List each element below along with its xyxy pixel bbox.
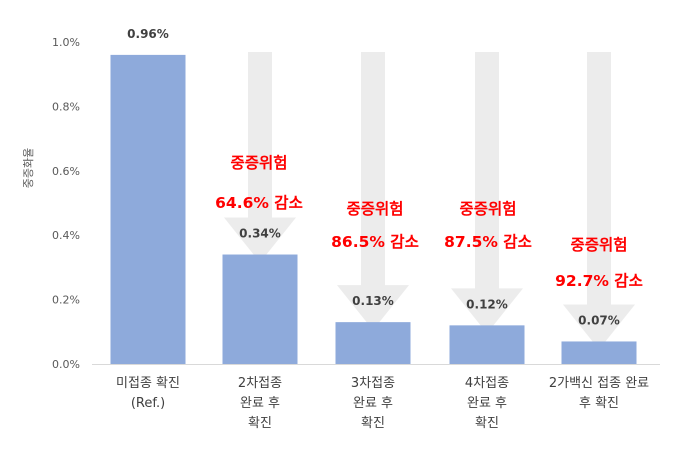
y-tick-label: 0.6% bbox=[52, 165, 80, 178]
bar bbox=[561, 341, 637, 364]
bar bbox=[335, 322, 411, 364]
category-label: 3차접종 bbox=[351, 376, 395, 391]
bars bbox=[110, 54, 637, 364]
value-labels: 0.96% 0.34% 0.13% 0.12% 0.07% bbox=[127, 27, 620, 328]
y-axis-label: 중증화율 bbox=[22, 148, 35, 188]
reduction-annotation: 64.6% 감소 bbox=[215, 193, 303, 212]
category-label: 후 확진 bbox=[579, 396, 619, 411]
bar bbox=[110, 54, 186, 364]
reduction-arrow bbox=[337, 52, 409, 331]
value-label: 0.13% bbox=[352, 294, 394, 308]
reduction-arrow bbox=[224, 52, 296, 263]
y-tick-label: 0.8% bbox=[52, 100, 80, 113]
reduction-arrow bbox=[451, 52, 523, 334]
value-label: 0.12% bbox=[466, 297, 508, 311]
reduction-arrow bbox=[563, 52, 635, 350]
y-tick-label: 0.4% bbox=[52, 229, 80, 242]
category-label: 2가백신 접종 완료 bbox=[549, 376, 649, 391]
category-label: 4차접종 bbox=[465, 376, 509, 391]
y-tick-label: 0.0% bbox=[52, 358, 80, 371]
category-label: 확진 bbox=[475, 416, 499, 431]
y-tick-label: 1.0% bbox=[52, 36, 80, 49]
reduction-arrows bbox=[224, 52, 635, 350]
reduction-annotation: 중증위험 bbox=[230, 154, 287, 172]
category-label: 확진 bbox=[361, 416, 385, 431]
value-label: 0.34% bbox=[239, 227, 281, 241]
reduction-annotation: 92.7% 감소 bbox=[555, 271, 643, 290]
bar bbox=[449, 325, 525, 364]
reduction-annotation: 87.5% 감소 bbox=[444, 232, 532, 251]
bar bbox=[222, 254, 298, 364]
y-axis-ticks: 0.0% 0.2% 0.4% 0.6% 0.8% 1.0% bbox=[52, 36, 80, 371]
reduction-annotation: 중증위험 bbox=[570, 236, 627, 254]
category-label: 완료 후 bbox=[353, 396, 393, 411]
category-label: 2차접종 bbox=[238, 376, 282, 391]
value-label: 0.96% bbox=[127, 27, 169, 41]
y-tick-label: 0.2% bbox=[52, 294, 80, 307]
value-label: 0.07% bbox=[578, 313, 620, 327]
category-label: 미접종 확진 bbox=[116, 376, 180, 391]
category-label: (Ref.) bbox=[131, 396, 165, 411]
category-label: 완료 후 bbox=[467, 396, 507, 411]
category-label: 완료 후 bbox=[240, 396, 280, 411]
reduction-annotation: 중증위험 bbox=[346, 200, 403, 218]
reduction-annotation: 86.5% 감소 bbox=[331, 232, 419, 251]
reduction-annotation: 중증위험 bbox=[459, 200, 516, 218]
category-label: 확진 bbox=[248, 416, 272, 431]
